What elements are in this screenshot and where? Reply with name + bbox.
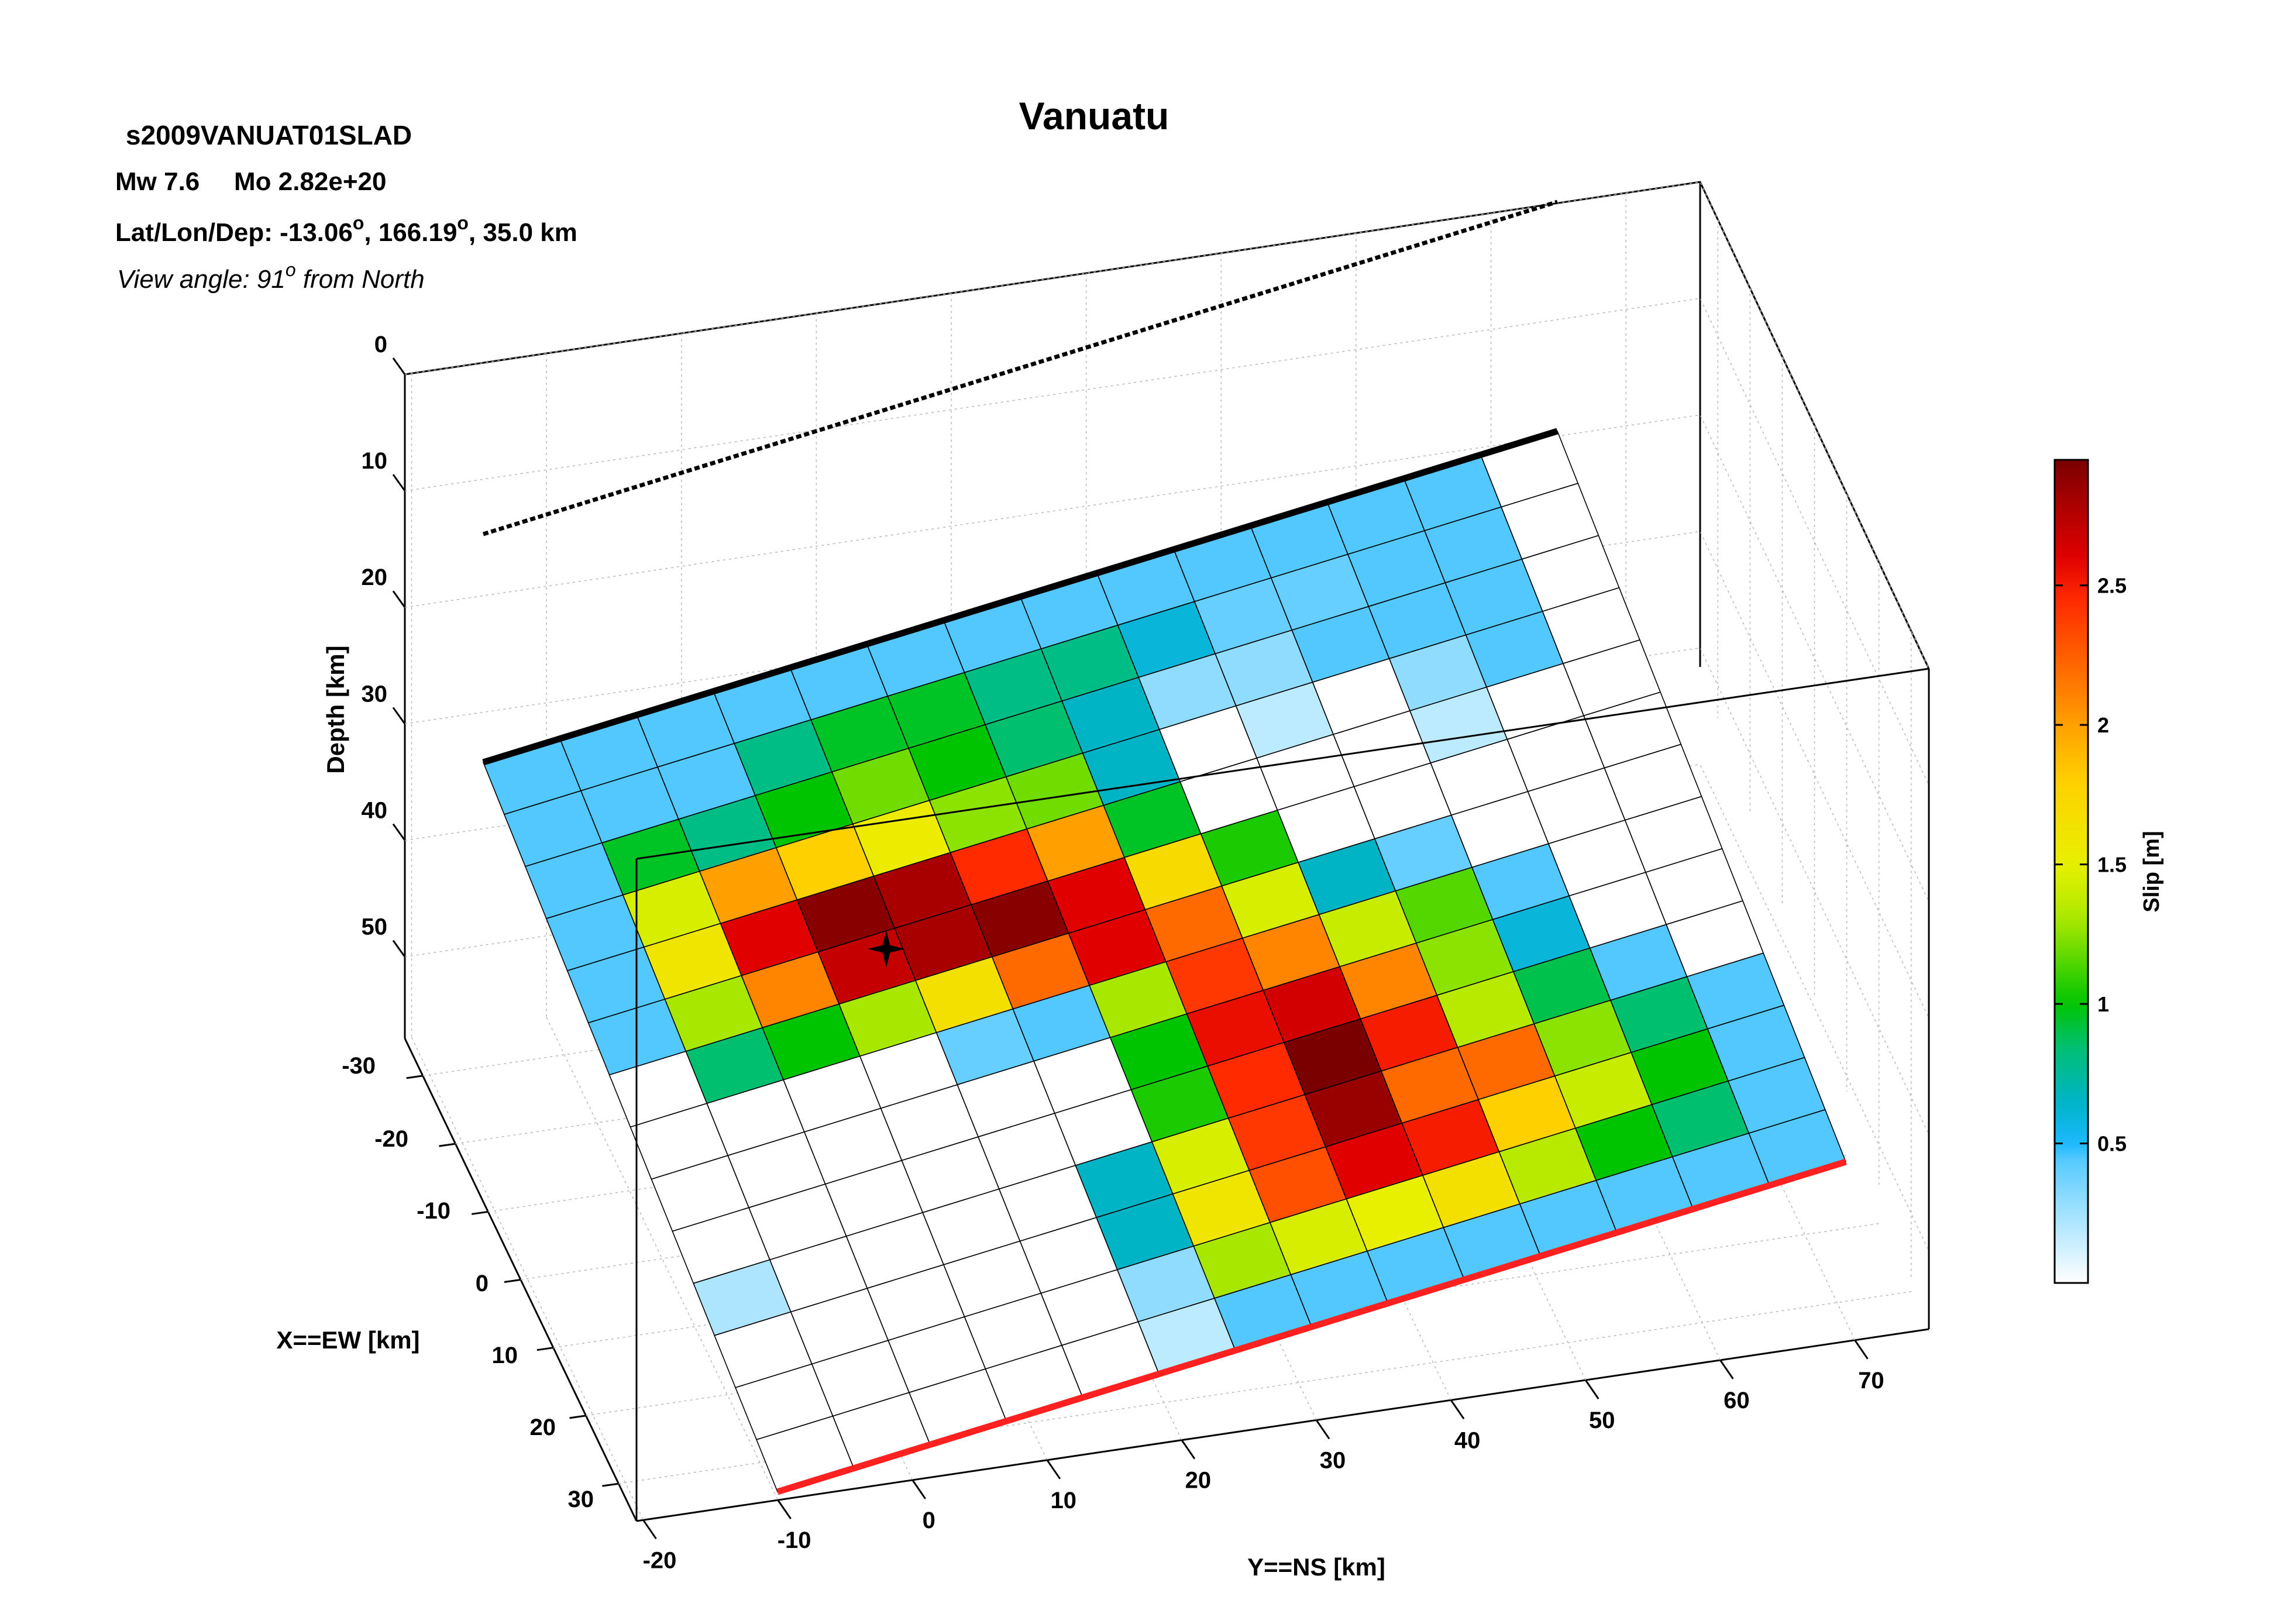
tick-mark bbox=[504, 1279, 521, 1283]
colorbar-label: Slip [m] bbox=[2139, 831, 2164, 912]
location-lon: , 166.19 bbox=[364, 218, 457, 247]
tick-mark bbox=[536, 1347, 553, 1351]
box-y-axis-line bbox=[636, 1328, 1929, 1522]
tick-mark bbox=[1315, 1419, 1330, 1440]
colorbar-tick-label: 1 bbox=[2097, 992, 2109, 1016]
tick-mark bbox=[392, 474, 406, 491]
tick-label: 10 bbox=[492, 1343, 518, 1368]
box-front-top-edge bbox=[636, 668, 1929, 860]
grid-line bbox=[404, 414, 1929, 902]
tick-mark bbox=[392, 823, 406, 841]
tick-label: 0 bbox=[923, 1508, 935, 1533]
tick-label: 20 bbox=[530, 1415, 556, 1440]
grid-line bbox=[404, 181, 1929, 669]
tick-label: 0 bbox=[374, 332, 387, 357]
tick-mark bbox=[911, 1480, 926, 1499]
tick-mark bbox=[392, 590, 406, 608]
tick-label: -10 bbox=[417, 1198, 450, 1224]
tick-mark bbox=[642, 1519, 657, 1540]
tick-label: -20 bbox=[374, 1126, 408, 1152]
tick-label: 40 bbox=[362, 797, 388, 823]
colorbar: 0.5 1 1.5 2 2.5 Slip [m] bbox=[2053, 459, 2164, 1284]
z-axis-label: Depth [km] bbox=[322, 645, 349, 773]
location-lat: Lat/Lon/Dep: -13.06 bbox=[115, 218, 353, 247]
location-dep: , 35.0 km bbox=[469, 218, 577, 247]
colorbar-gradient bbox=[2053, 459, 2089, 1284]
x-axis-label: X==EW [km] bbox=[276, 1326, 419, 1354]
fault-patches bbox=[482, 431, 1847, 1492]
fault-bottom-edge bbox=[776, 1158, 1847, 1495]
chart-title: Vanuatu bbox=[1019, 94, 1169, 137]
grid-line bbox=[411, 1037, 644, 1520]
axis-ticks: 0 10 20 30 40 50 -30 -20 -10 0 10 20 30 -20 -10 0 10 20 30… bbox=[342, 332, 1884, 1573]
grid-line bbox=[404, 647, 1929, 1135]
tick-mark bbox=[392, 707, 406, 725]
hypocenter-star-icon bbox=[868, 930, 905, 968]
tick-mark bbox=[392, 940, 406, 958]
tick-label: 10 bbox=[1051, 1488, 1077, 1513]
view-angle-suffix: from North bbox=[296, 265, 425, 294]
degree-mark-2: o bbox=[457, 212, 469, 233]
tick-label: 30 bbox=[1320, 1447, 1346, 1473]
fault-top-edge bbox=[482, 428, 1559, 766]
y-axis-label: Y==NS [km] bbox=[1247, 1553, 1385, 1581]
tick-mark bbox=[392, 357, 406, 375]
tick-label: 10 bbox=[362, 448, 388, 474]
view-angle-prefix: View angle: 91 bbox=[117, 265, 285, 294]
colorbar-ticks: 0.5 1 1.5 2 2.5 bbox=[2055, 574, 2127, 1156]
tick-mark bbox=[569, 1415, 586, 1419]
colorbar-tick-label: 2 bbox=[2097, 713, 2109, 737]
tick-mark bbox=[602, 1482, 619, 1487]
colorbar-tick-label: 2.5 bbox=[2097, 574, 2127, 598]
tick-label: 40 bbox=[1454, 1427, 1481, 1453]
grid-line bbox=[404, 531, 1929, 1019]
tick-mark bbox=[1450, 1399, 1465, 1420]
tick-label: 20 bbox=[362, 565, 388, 590]
grid-line bbox=[404, 298, 1929, 786]
tick-mark bbox=[406, 1075, 423, 1079]
tick-mark bbox=[1584, 1379, 1599, 1399]
degree-mark-1: o bbox=[353, 212, 364, 233]
tick-label: 0 bbox=[476, 1271, 489, 1296]
magnitude-label: Mw 7.6 bbox=[115, 167, 199, 196]
colorbar-tick-label: 0.5 bbox=[2097, 1132, 2127, 1156]
tick-mark bbox=[439, 1143, 456, 1147]
tick-mark bbox=[777, 1499, 792, 1519]
tick-label: 50 bbox=[362, 914, 388, 940]
tick-label: 30 bbox=[568, 1487, 594, 1512]
colorbar-tick-label: 1.5 bbox=[2097, 853, 2127, 877]
tick-label: 70 bbox=[1858, 1368, 1884, 1394]
grid-line bbox=[404, 763, 1929, 1251]
view-angle-label: View angle: 91o from North bbox=[117, 259, 425, 294]
grid-line bbox=[546, 1017, 779, 1501]
axes-box-front bbox=[635, 668, 1929, 1521]
moment-label: Mo 2.82e+20 bbox=[234, 167, 387, 196]
location-label: Lat/Lon/Dep: -13.06o, 166.19o, 35.0 km bbox=[115, 212, 577, 247]
tick-mark bbox=[1181, 1439, 1196, 1460]
tick-label: 60 bbox=[1724, 1388, 1750, 1413]
tick-mark bbox=[1854, 1339, 1869, 1360]
tick-label: 30 bbox=[362, 681, 388, 707]
tick-mark bbox=[1719, 1360, 1734, 1379]
tick-label: -30 bbox=[342, 1053, 376, 1079]
surface-trace-line bbox=[482, 199, 1559, 536]
tick-mark bbox=[472, 1210, 489, 1215]
tick-label: -20 bbox=[643, 1547, 677, 1573]
tick-label: 20 bbox=[1185, 1468, 1212, 1494]
degree-mark-3: o bbox=[285, 259, 296, 280]
event-id: s2009VANUAT01SLAD bbox=[126, 120, 412, 150]
tick-mark bbox=[1046, 1459, 1061, 1480]
tick-label: -10 bbox=[778, 1527, 811, 1553]
tick-label: 50 bbox=[1589, 1408, 1615, 1433]
